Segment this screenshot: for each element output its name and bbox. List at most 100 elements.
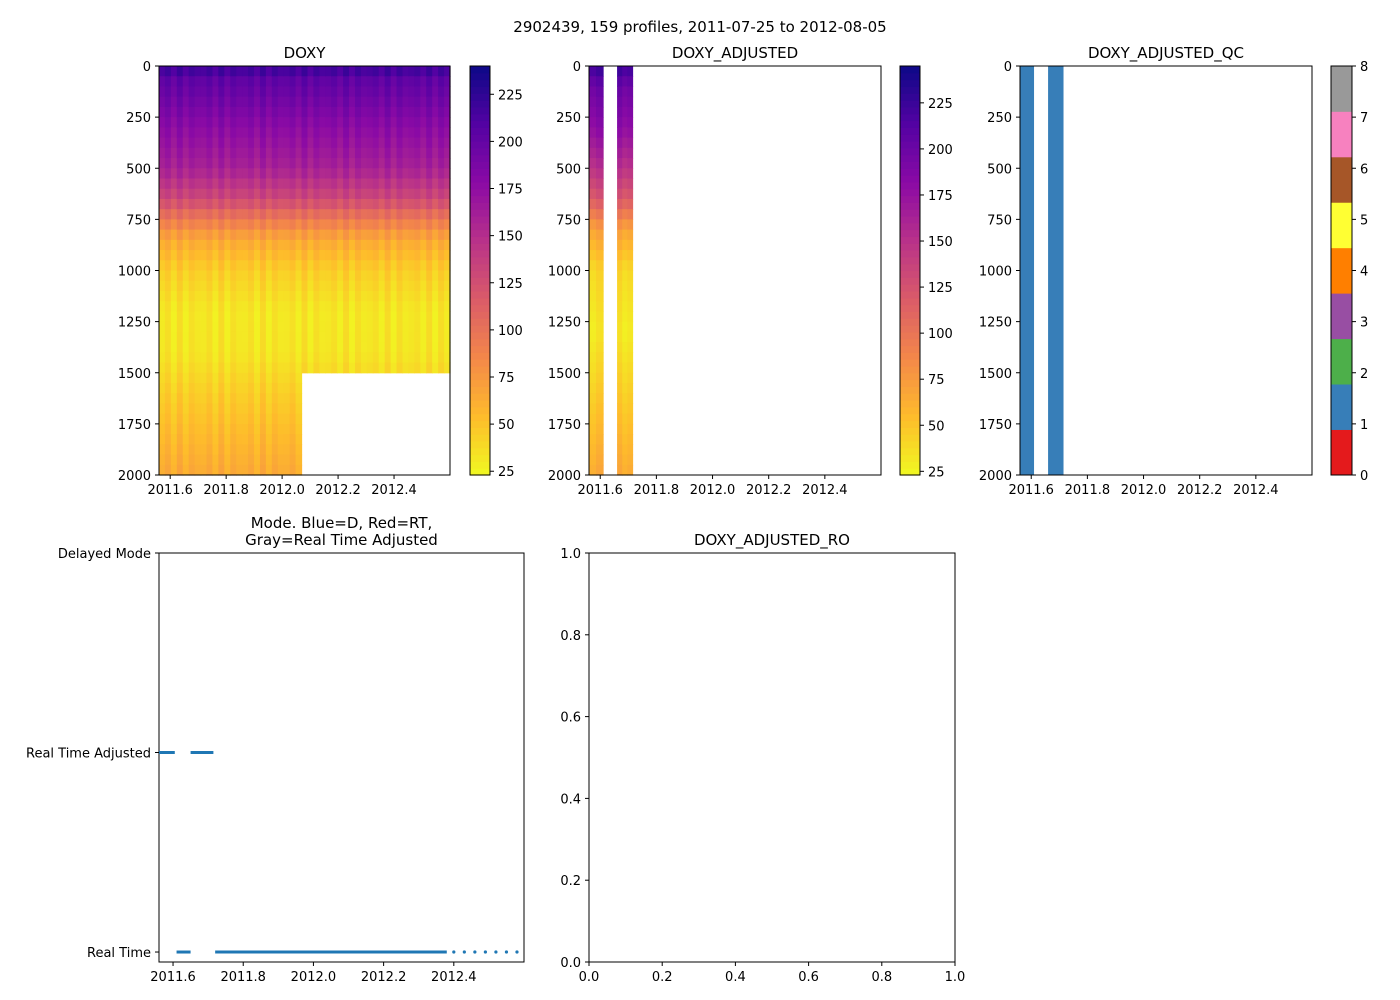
heatmap-cell: [627, 76, 634, 88]
heatmap-cell: [194, 66, 202, 77]
heatmap-cell: [432, 127, 439, 139]
heatmap-cell: [230, 239, 237, 251]
heatmap-cell: [349, 260, 356, 272]
heatmap-cell: [349, 188, 356, 200]
heatmap-cell: [301, 229, 309, 241]
heatmap-cell: [159, 372, 166, 384]
colorbar-segment: [900, 400, 920, 408]
heatmap-cell: [277, 464, 285, 476]
heatmap-cell: [265, 403, 273, 415]
heatmap-cell: [188, 219, 196, 231]
heatmap-cell: [402, 321, 410, 333]
heatmap-cell: [259, 66, 267, 77]
heatmap-cell: [313, 311, 320, 323]
heatmap-cell: [627, 393, 634, 405]
heatmap-cell: [230, 106, 237, 118]
heatmap-cell: [164, 423, 172, 435]
heatmap-cell: [218, 444, 225, 456]
heatmap-cell: [589, 86, 597, 98]
heatmap-cell: [230, 464, 237, 476]
heatmap-cell: [343, 290, 350, 302]
heatmap-cell: [295, 362, 303, 374]
heatmap-cell: [589, 209, 597, 220]
heatmap-cell: [313, 290, 320, 302]
heatmap-cell: [248, 66, 255, 77]
heatmap-cell: [242, 423, 249, 435]
heatmap-cell: [289, 270, 297, 282]
heatmap-cell: [622, 270, 628, 282]
heatmap-cell: [194, 158, 202, 169]
heatmap-cell: [337, 178, 344, 190]
heatmap-cell: [319, 178, 326, 190]
heatmap-cell: [176, 250, 184, 261]
colorbar-segment: [900, 134, 920, 142]
heatmap-cell: [390, 280, 398, 292]
heatmap-cell: [170, 321, 178, 333]
heatmap-cell: [325, 127, 332, 139]
heatmap-cell: [188, 301, 196, 312]
heatmap-cell: [212, 270, 219, 282]
heatmap-cell: [230, 382, 237, 394]
heatmap-cell: [259, 117, 267, 128]
heatmap-cell: [188, 382, 196, 394]
heatmap-cell: [182, 198, 190, 210]
heatmap-cell: [212, 382, 219, 394]
heatmap-cell: [366, 239, 374, 251]
heatmap-cell: [271, 413, 279, 425]
y-tick-label: 500: [987, 162, 1012, 177]
heatmap-cell: [366, 117, 374, 128]
heatmap-cell: [164, 209, 172, 220]
heatmap-cell: [224, 158, 231, 169]
heatmap-cell: [242, 188, 249, 200]
heatmap-cell: [206, 280, 214, 292]
heatmap-cell: [159, 260, 166, 272]
heatmap-cell: [589, 382, 597, 394]
heatmap-cell: [242, 229, 249, 241]
heatmap-cell: [372, 198, 380, 210]
heatmap-cell: [271, 188, 279, 200]
colorbar-tick-label: 0: [1360, 469, 1368, 484]
colorbar-segment: [470, 270, 490, 278]
heatmap-cell: [271, 239, 279, 251]
heatmap-cell: [182, 106, 190, 118]
y-tick-label: 1250: [979, 316, 1012, 331]
heatmap-cell: [349, 158, 356, 169]
heatmap-cell: [295, 311, 303, 323]
heatmap-cell: [277, 290, 285, 302]
heatmap-cell: [295, 352, 303, 364]
heatmap-cell: [396, 137, 404, 149]
heatmap-cell: [259, 423, 267, 435]
heatmap-cell: [230, 434, 237, 445]
heatmap-cell: [596, 229, 604, 241]
heatmap-cell: [295, 280, 303, 292]
heatmap-cell: [242, 290, 249, 302]
heatmap-cell: [159, 219, 166, 231]
heatmap-cell: [331, 86, 338, 98]
heatmap-cell: [384, 158, 392, 169]
heatmap-cell: [218, 260, 225, 272]
heatmap-cell: [159, 66, 166, 77]
heatmap-cell: [589, 270, 597, 282]
heatmap-cell: [420, 66, 427, 77]
heatmap-cell: [622, 168, 628, 180]
heatmap-cell: [589, 76, 597, 88]
heatmap-cell: [627, 321, 634, 333]
y-tick-label: 1500: [548, 367, 581, 382]
heatmap-cell: [426, 127, 433, 139]
heatmap-cell: [622, 147, 628, 159]
heatmap-cell: [254, 423, 261, 435]
colorbar-segment: [470, 311, 490, 319]
heatmap-cell: [224, 250, 231, 261]
colorbar-segment: [900, 215, 920, 224]
colorbar-segment: [900, 331, 920, 340]
heatmap-cell: [349, 239, 356, 251]
heatmap-cell: [200, 393, 208, 405]
colorbar-segment: [900, 420, 920, 428]
heatmap-cell: [331, 66, 338, 77]
heatmap-cell: [295, 209, 303, 220]
heatmap-cell: [271, 464, 279, 476]
heatmap-cell: [589, 168, 597, 180]
heatmap-cell: [354, 168, 362, 180]
heatmap-cell: [313, 239, 320, 251]
